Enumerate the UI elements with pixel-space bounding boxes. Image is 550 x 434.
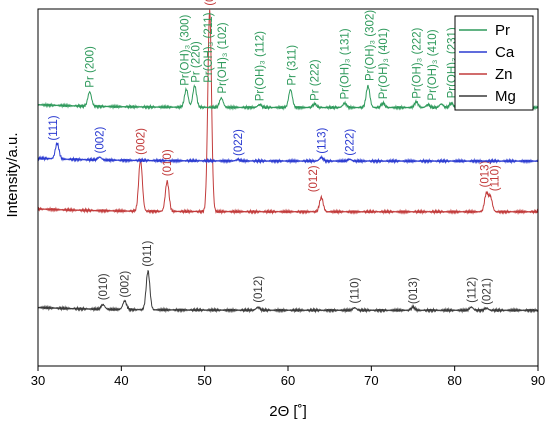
- series-line: [37, 9, 539, 216]
- peak-label: Pr (311): [286, 45, 298, 86]
- legend-entry: Ca: [495, 44, 515, 61]
- x-axis-label: 2Θ [˚]: [269, 403, 307, 420]
- peak-label: Pr(OH)₃ (112): [255, 31, 267, 101]
- peak-label: (022): [233, 129, 245, 156]
- legend-entry: Pr: [495, 22, 510, 39]
- series-zn: (002) (010) (011) (012) (013)(110): [37, 0, 539, 216]
- peak-label: (012): [253, 276, 265, 303]
- series-ca: (111) (002) (022) (113) (222): [37, 115, 539, 165]
- peak-label: (011): [205, 0, 217, 6]
- x-ticks: 30 40 50 60 70 80 90: [31, 366, 545, 388]
- peak-label: Pr(OH)₃ (222): [411, 27, 423, 98]
- legend-entry: Zn: [495, 66, 513, 83]
- peak-label: (010): [162, 149, 174, 176]
- peak-label: (113): [316, 128, 328, 154]
- peak-label: Pr (220): [191, 41, 203, 83]
- legend: Pr Ca Zn Mg: [454, 15, 534, 111]
- x-tick-label: 30: [31, 373, 45, 388]
- x-tick-label: 50: [197, 373, 211, 388]
- peak-label: (110): [490, 165, 502, 191]
- series-line: [37, 141, 539, 165]
- series-mg: (010) (002) (011) (012) (110) (013) (112) (021): [37, 241, 539, 314]
- x-tick-label: 60: [281, 373, 295, 388]
- peak-label: (112): [466, 277, 478, 303]
- peak-label: (013): [408, 277, 420, 304]
- peak-label: Pr(OH)₃ (410): [427, 29, 439, 100]
- peak-label: Pr(OH)₃ (131): [340, 28, 352, 99]
- peak-label: Pr (222): [310, 59, 322, 101]
- x-tick-label: 80: [447, 373, 461, 388]
- peak-label: (222): [345, 129, 357, 156]
- peak-label: Pr(OH)₃ (300): [180, 14, 192, 85]
- peak-label: (011): [142, 241, 154, 267]
- peak-label: (002): [120, 271, 132, 298]
- peak-label: (111): [48, 115, 60, 140]
- peak-label: Pr(OH)₃ (302): [365, 10, 377, 81]
- peak-label: (110): [350, 277, 362, 303]
- peak-label: Pr(OH)₃ (211): [203, 12, 215, 82]
- peak-label: (012): [308, 165, 320, 192]
- x-tick-label: 90: [531, 373, 545, 388]
- x-tick-label: 70: [364, 373, 378, 388]
- peak-label: (013): [480, 160, 492, 187]
- peak-label: Pr (200): [85, 46, 97, 88]
- legend-entry: Mg: [495, 88, 516, 105]
- peak-label: Pr(OH)₃ (401): [378, 28, 390, 99]
- peak-label: (010): [98, 273, 110, 300]
- x-tick-label: 40: [114, 373, 128, 388]
- peak-label: (002): [95, 126, 107, 153]
- peak-label: (021): [481, 278, 493, 305]
- y-axis-label: Intensity/a.u.: [4, 132, 21, 217]
- peak-label: Pr(OH)₃ (102): [217, 22, 229, 93]
- peak-label: (002): [136, 128, 148, 155]
- series-line: [37, 269, 539, 314]
- legend-box: [454, 15, 534, 111]
